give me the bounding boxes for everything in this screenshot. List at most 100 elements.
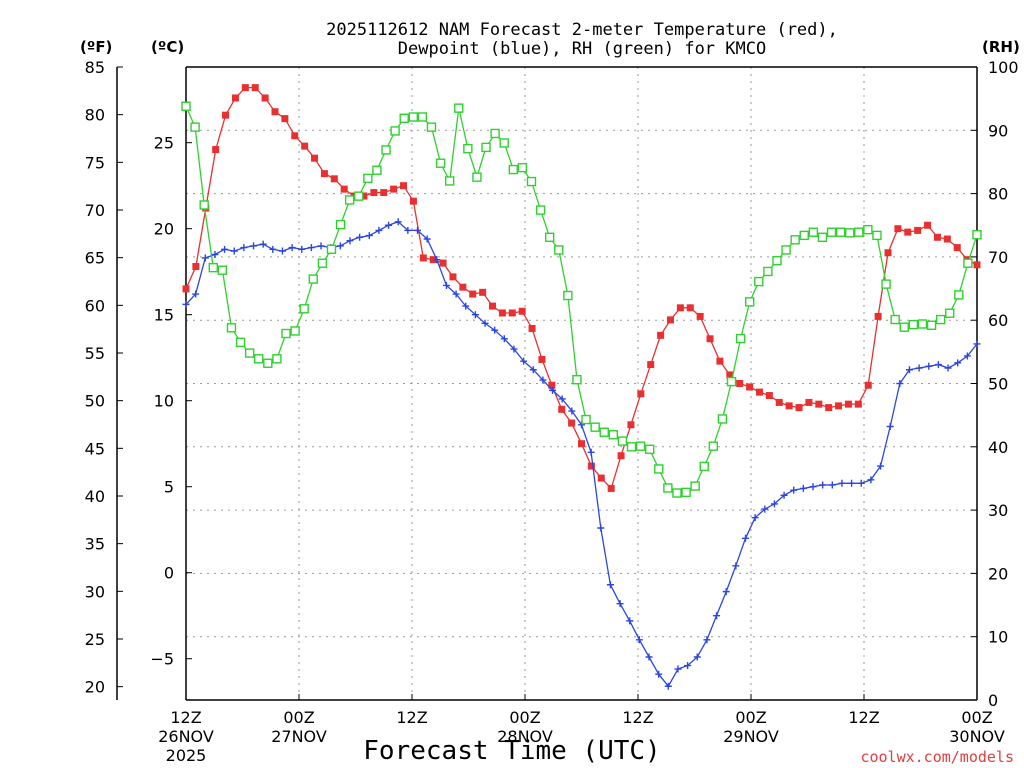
x-tick-label: 00Z: [283, 708, 314, 727]
rh-point: [426, 122, 437, 132]
rh-tick-label: 0: [988, 691, 998, 710]
temperature-point: [854, 400, 862, 408]
rh-point: [963, 258, 973, 268]
rh-point: [363, 173, 373, 184]
temperature-point: [706, 335, 714, 343]
dewpoint-point: [664, 682, 672, 690]
rh-point: [481, 142, 491, 153]
rh-point: [399, 113, 409, 123]
rh-point: [390, 126, 400, 136]
dewpoint-point: [442, 281, 450, 289]
rh-point: [444, 176, 455, 186]
temperature-point: [637, 390, 645, 398]
temperature-point: [973, 261, 981, 269]
dewpoint-point: [365, 232, 373, 240]
temperature-point: [924, 221, 932, 229]
rh-point: [572, 375, 582, 385]
x-tick-label: 12Z: [396, 708, 427, 727]
temperature-point: [489, 302, 497, 310]
dewpoint-point: [761, 505, 769, 513]
dewpoint-point: [896, 380, 904, 387]
temperature-point: [528, 324, 536, 332]
temperature-point: [251, 84, 259, 92]
title: 2025112612 NAM Forecast 2-meter Temperat…: [326, 20, 838, 59]
rh-point: [581, 414, 591, 425]
temperature-point: [933, 233, 941, 241]
temperature-point: [241, 84, 249, 92]
temperature-point: [696, 312, 704, 320]
fahrenheit-tick-label: 30: [85, 582, 105, 601]
rh-point: [499, 138, 509, 148]
temperature-point: [736, 380, 744, 387]
rh-point: [290, 326, 300, 336]
dewpoint-point: [655, 670, 663, 678]
axes: 2025303540455055606570758085−50510152025…: [85, 58, 1019, 765]
rh-tick-label: 70: [988, 248, 1008, 267]
rh-point: [454, 103, 464, 113]
dewpoint-point: [915, 364, 923, 372]
rh-point: [599, 427, 609, 437]
title-line-2: Dewpoint (blue), RH (green) for KMCO: [398, 39, 766, 59]
dewpoint-point: [973, 340, 981, 348]
rh-series: [181, 101, 982, 498]
celsius-tick-label: 15: [154, 306, 174, 325]
temperature-point: [429, 256, 437, 264]
dewpoint-point: [346, 237, 354, 245]
dewpoint-point: [288, 244, 296, 252]
rh-point: [344, 195, 355, 205]
rh-point: [790, 235, 800, 245]
dewpoint-point: [230, 247, 238, 255]
dewpoint-point: [278, 247, 286, 255]
temperature-point: [864, 381, 872, 389]
temperature-point: [192, 263, 200, 271]
rh-point: [372, 165, 382, 175]
temperature-point: [716, 357, 724, 365]
rh-line: [185, 105, 978, 494]
dewpoint-point: [635, 636, 643, 644]
rh-point: [417, 112, 428, 122]
temperature-point: [380, 189, 388, 197]
temperature-point: [182, 285, 190, 293]
dewpoint-point: [250, 242, 258, 250]
rh-point: [754, 276, 764, 287]
temperature-point: [409, 197, 417, 205]
temperature-point: [271, 108, 279, 116]
x-tick-label: 27NOV: [271, 727, 327, 746]
temperature-point: [212, 146, 220, 154]
rh-point: [190, 122, 200, 132]
dewpoint-point: [828, 481, 836, 489]
fahrenheit-tick-label: 20: [85, 678, 105, 697]
dewpoint-point: [606, 581, 614, 589]
temperature-point: [568, 419, 576, 427]
temperature-point: [835, 402, 843, 410]
rh-point: [490, 128, 500, 139]
rh-point: [181, 101, 191, 111]
rh-point: [899, 322, 909, 332]
dewpoint-point: [809, 483, 817, 491]
rh-point: [945, 308, 955, 318]
dewpoint-point: [298, 245, 306, 253]
temperature-point: [419, 254, 427, 262]
rh-point: [508, 164, 519, 175]
x-tick-label: 00Z: [735, 708, 766, 727]
dewpoint-point: [905, 366, 913, 374]
rh-point: [608, 430, 619, 440]
rh-point: [272, 354, 282, 364]
temperature-point: [874, 312, 882, 320]
rh-point: [699, 461, 709, 472]
rh-point: [972, 230, 982, 240]
dewpoint-point: [886, 423, 894, 431]
fahrenheit-tick-label: 65: [85, 249, 105, 268]
rh-point: [854, 227, 864, 237]
rh-point: [626, 442, 637, 452]
temperature-point: [498, 309, 506, 317]
dewpoint-point: [471, 311, 479, 319]
rh-point: [526, 176, 537, 187]
temperature-point: [844, 400, 852, 408]
fahrenheit-tick-label: 55: [85, 344, 105, 363]
rh-point: [335, 219, 346, 230]
rh-point: [244, 348, 255, 358]
dewpoint-point: [414, 226, 422, 234]
credit-text: coolwx.com/models: [860, 748, 1014, 766]
